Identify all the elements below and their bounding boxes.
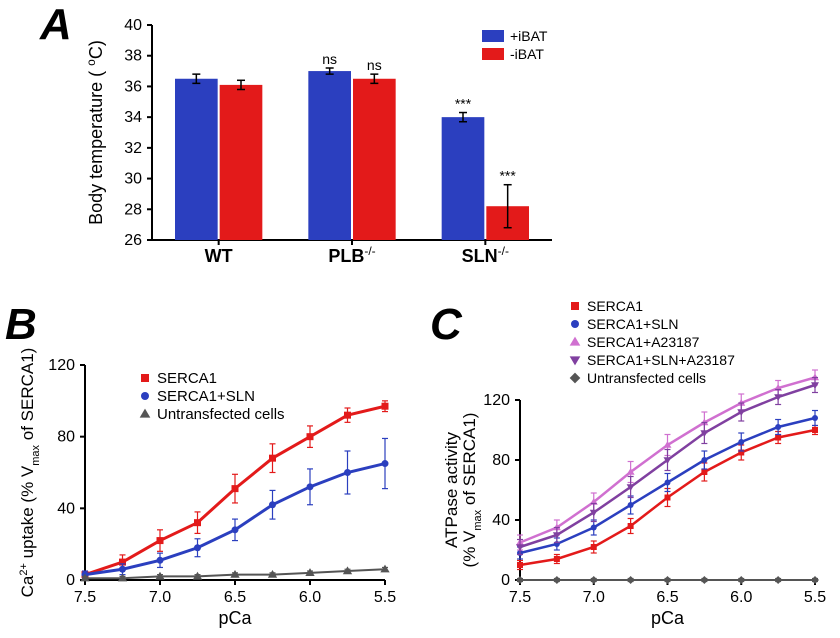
svg-text:Untransfected cells: Untransfected cells — [157, 406, 285, 423]
svg-text:40: 40 — [57, 500, 75, 517]
svg-text:7.5: 7.5 — [509, 589, 531, 606]
svg-text:SERCA1+SLN+A23187: SERCA1+SLN+A23187 — [587, 352, 735, 368]
svg-text:SERCA1: SERCA1 — [157, 370, 217, 387]
panel-a-chart: 26 28 30 32 34 36 38 40 Body temperature ( oC) WT… — [0, 0, 600, 280]
svg-text:7.0: 7.0 — [149, 589, 171, 606]
svg-text:32: 32 — [124, 140, 142, 157]
svg-text:5.5: 5.5 — [374, 589, 396, 606]
svg-text:6.5: 6.5 — [656, 589, 678, 606]
svg-text:38: 38 — [124, 48, 142, 65]
svg-text:7.0: 7.0 — [583, 589, 605, 606]
svg-text:5.5: 5.5 — [804, 589, 826, 606]
svg-text:Body temperature ( oC): Body temperature ( oC) — [84, 40, 106, 225]
svg-text:30: 30 — [124, 171, 142, 188]
svg-text:SERCA1+SLN: SERCA1+SLN — [587, 316, 678, 332]
panel-b-chart: 0 40 80 120 7.5 7.0 6.5 6.0 5.5 pCa Ca2+ uptake (%… — [0, 300, 420, 638]
svg-text:26: 26 — [124, 232, 142, 249]
svg-text:pCa: pCa — [218, 608, 252, 628]
svg-text:0: 0 — [66, 572, 75, 589]
panel-c-chart: 0 40 80 120 7.5 7.0 6.5 6.0 5.5 pCa ATPase activit… — [420, 290, 840, 638]
svg-text:Ca2+ uptake (% Vmax of SERCA1): Ca2+ uptake (% Vmax of SERCA1) — [18, 348, 42, 598]
svg-text:-iBAT: -iBAT — [510, 46, 544, 62]
svg-text:WT: WT — [205, 246, 233, 266]
svg-text:ns: ns — [367, 57, 382, 73]
svg-text:Untransfected cells: Untransfected cells — [587, 370, 706, 386]
svg-text:+iBAT: +iBAT — [510, 28, 548, 44]
svg-text:***: *** — [499, 168, 516, 184]
svg-text:34: 34 — [124, 109, 142, 126]
svg-text:SLN-/-: SLN-/- — [462, 244, 509, 266]
svg-text:(% Vmax of SERCA1): (% Vmax of SERCA1) — [460, 413, 484, 568]
svg-text:SERCA1+A23187: SERCA1+A23187 — [587, 334, 700, 350]
svg-text:SERCA1: SERCA1 — [587, 298, 643, 314]
svg-text:40: 40 — [124, 17, 142, 34]
svg-text:7.5: 7.5 — [74, 589, 96, 606]
svg-text:36: 36 — [124, 78, 142, 95]
svg-text:6.0: 6.0 — [299, 589, 321, 606]
svg-text:SERCA1+SLN: SERCA1+SLN — [157, 388, 255, 405]
svg-text:120: 120 — [48, 357, 75, 374]
svg-text:ATPase activity: ATPase activity — [442, 432, 461, 548]
svg-text:0: 0 — [501, 572, 510, 589]
svg-text:80: 80 — [492, 452, 510, 469]
svg-text:6.0: 6.0 — [730, 589, 752, 606]
svg-text:120: 120 — [483, 392, 510, 409]
svg-text:***: *** — [455, 96, 472, 112]
svg-text:80: 80 — [57, 429, 75, 446]
svg-text:28: 28 — [124, 201, 142, 218]
svg-text:6.5: 6.5 — [224, 589, 246, 606]
svg-text:40: 40 — [492, 512, 510, 529]
svg-text:ns: ns — [322, 51, 337, 67]
svg-text:pCa: pCa — [651, 608, 685, 628]
svg-text:PLB-/-: PLB-/- — [328, 244, 375, 266]
